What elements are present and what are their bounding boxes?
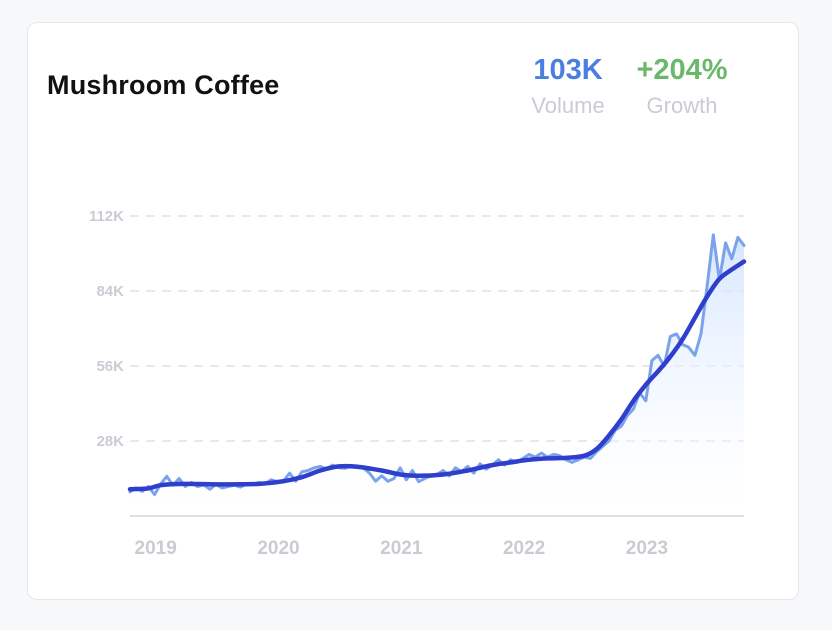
y-tick-label: 84K	[96, 283, 124, 300]
x-tick-label: 2023	[626, 538, 668, 559]
raw-area-fill	[130, 234, 744, 517]
x-tick-label: 2020	[257, 538, 299, 559]
volume-value: 103K	[533, 54, 603, 86]
volume-stat: 103K Volume	[508, 52, 628, 123]
volume-label: Volume	[531, 93, 605, 118]
trend-series-line	[127, 259, 747, 492]
growth-stat: +204% Growth	[612, 52, 752, 123]
y-tick-label: 56K	[96, 358, 124, 375]
x-tick-label: 2021	[380, 538, 423, 559]
chart-title: Mushroom Coffee	[47, 70, 280, 100]
x-tick-label: 2019	[135, 538, 177, 559]
growth-value: +204%	[636, 54, 728, 86]
y-tick-label: 28K	[96, 433, 124, 450]
x-tick-label: 2022	[503, 538, 545, 559]
y-tick-label: 112K	[89, 208, 124, 225]
growth-label: Growth	[646, 93, 718, 118]
